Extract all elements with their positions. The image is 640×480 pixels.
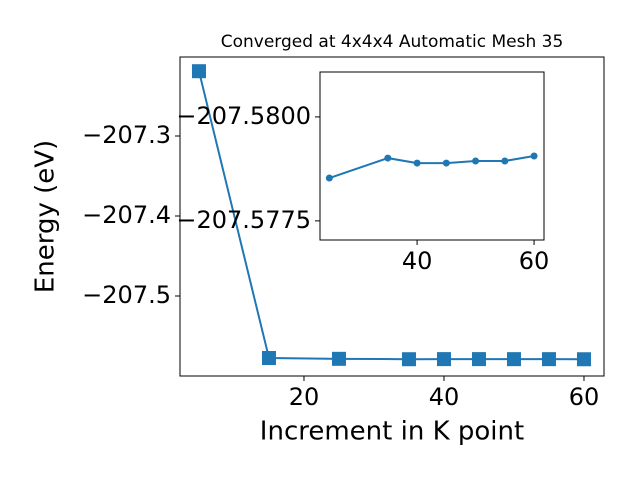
x-tick-label: 40 [402,247,433,275]
marker [436,352,451,367]
y-axis-label: Energy (eV) [31,140,61,293]
axes-frame [319,71,545,241]
x-axis-label: Increment in K point [260,417,524,447]
marker [191,64,206,79]
marker [471,352,486,367]
marker [472,157,480,165]
marker [384,154,392,162]
x-tick-label: 40 [429,383,460,411]
chart-title: Converged at 4x4x4 Automatic Mesh 35 [221,32,564,52]
marker [325,174,333,182]
marker [413,159,421,167]
marker [530,152,538,160]
y-tick-label: −207.4 [82,201,171,229]
marker [442,159,450,167]
marker [331,351,346,366]
marker [576,352,591,367]
x-tick-label: 60 [519,247,550,275]
y-tick-label: −207.5 [82,281,171,309]
marker [501,157,509,165]
x-tick-label: 20 [289,383,320,411]
y-tick-label: −207.3 [82,121,171,149]
y-tick-label: −207.5800 [176,102,311,130]
marker [401,352,416,367]
marker [541,352,556,367]
marker [261,351,276,365]
axes-frame [179,56,605,377]
x-tick-label: 60 [569,383,600,411]
plot-area [320,72,544,240]
y-tick-label: −207.5775 [176,206,311,234]
marker [506,352,521,367]
